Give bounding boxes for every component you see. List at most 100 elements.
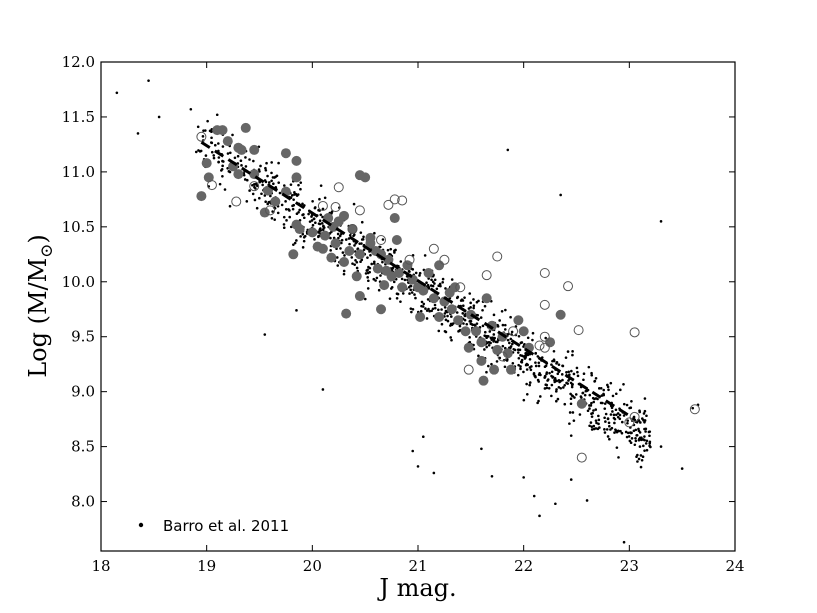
data-point: [212, 154, 216, 157]
filled-circle-point: [376, 304, 387, 315]
data-point: [311, 200, 314, 203]
data-point: [217, 156, 221, 159]
data-point: [569, 402, 573, 406]
data-point: [222, 160, 225, 163]
data-point: [485, 370, 488, 374]
data-point: [594, 419, 598, 422]
data-point: [624, 430, 628, 434]
data-point: [472, 306, 475, 310]
data-point: [336, 264, 340, 267]
data-point: [586, 409, 590, 413]
data-point: [377, 288, 381, 292]
data-point: [645, 448, 649, 452]
data-point: [648, 434, 651, 438]
data-point: [489, 336, 493, 340]
data-point: [115, 91, 119, 95]
filled-circle-point: [270, 196, 281, 207]
data-point: [635, 455, 638, 459]
data-point: [633, 443, 637, 447]
data-point: [604, 420, 607, 423]
data-point: [691, 406, 695, 410]
data-point: [595, 421, 598, 425]
data-point: [566, 350, 570, 353]
data-point: [626, 431, 630, 435]
filled-circle-point: [291, 155, 302, 166]
data-point: [261, 183, 264, 187]
data-point: [503, 328, 507, 331]
data-point: [585, 389, 589, 393]
data-point: [414, 271, 418, 275]
data-point: [610, 406, 614, 410]
data-point: [433, 303, 437, 307]
data-point: [407, 285, 411, 289]
data-point: [588, 424, 591, 428]
data-point: [339, 247, 342, 250]
open-circle-point: [576, 452, 587, 463]
data-point: [534, 364, 538, 368]
data-point: [492, 338, 496, 342]
data-point: [427, 285, 431, 289]
data-point: [501, 344, 505, 348]
data-point: [285, 219, 288, 222]
data-point: [632, 429, 636, 433]
data-point: [498, 356, 502, 360]
data-point: [299, 235, 302, 238]
data-point: [607, 388, 610, 392]
data-point: [503, 323, 507, 327]
filled-circle-point: [481, 293, 492, 304]
open-circle-point: [397, 195, 408, 206]
open-circle-point: [492, 251, 503, 262]
data-point: [461, 312, 465, 315]
filled-circle-point: [249, 144, 260, 155]
data-point: [643, 397, 647, 400]
data-point: [409, 307, 413, 310]
data-point: [575, 366, 579, 370]
data-point: [634, 436, 637, 440]
data-point: [443, 306, 447, 309]
data-point: [579, 395, 583, 398]
data-point: [506, 338, 510, 342]
data-point: [317, 235, 320, 239]
data-point: [431, 284, 435, 288]
data-point: [534, 361, 537, 364]
data-point: [362, 235, 365, 239]
data-point: [310, 215, 313, 218]
data-point: [420, 300, 424, 304]
data-point: [618, 417, 622, 421]
data-point: [307, 212, 310, 216]
x-tick-label: 20: [303, 557, 322, 575]
data-point: [511, 361, 515, 365]
data-point: [455, 296, 459, 300]
data-point: [266, 174, 269, 178]
data-point: [344, 238, 348, 241]
data-point: [340, 241, 343, 245]
filled-circle-point: [402, 260, 413, 271]
data-point: [648, 444, 651, 448]
data-point: [534, 351, 538, 355]
data-point: [643, 419, 647, 422]
data-point: [378, 245, 382, 249]
data-point: [215, 113, 219, 117]
data-point: [496, 323, 499, 327]
data-point: [340, 238, 344, 242]
data-point: [421, 435, 425, 439]
data-point: [292, 243, 295, 246]
data-point: [278, 191, 282, 195]
filled-circle-point: [449, 282, 460, 293]
open-circle-point: [534, 340, 545, 351]
data-point: [537, 364, 541, 368]
data-point: [613, 431, 616, 434]
data-point: [366, 256, 369, 259]
data-point: [329, 249, 332, 252]
data-point: [594, 408, 598, 411]
data-point: [544, 364, 548, 368]
data-point: [483, 348, 486, 351]
data-point: [221, 164, 224, 168]
data-point: [270, 216, 274, 220]
data-point: [264, 166, 267, 170]
x-tick-label: 19: [197, 557, 216, 575]
filled-circle-point: [217, 125, 228, 136]
filled-circle-point: [347, 224, 358, 235]
data-point: [485, 345, 488, 349]
data-point: [555, 399, 558, 403]
